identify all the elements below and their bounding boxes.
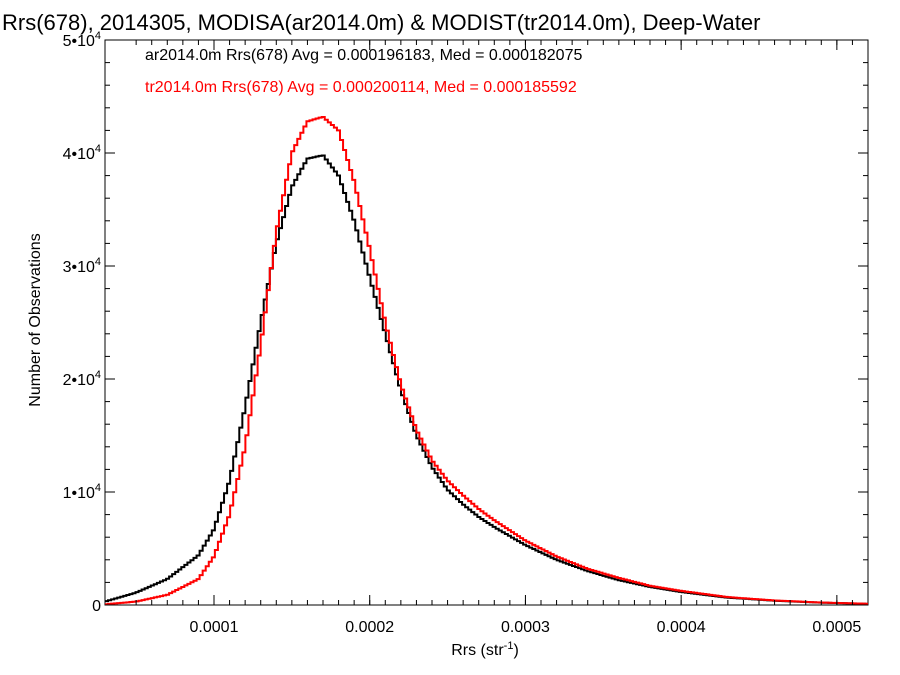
plot-frame xyxy=(104,39,869,606)
y-tick-label: 0 xyxy=(92,598,101,615)
x-tick-label: 0.0003 xyxy=(501,619,550,636)
series-tr2014.0m xyxy=(105,116,868,606)
x-tick-label: 0.0001 xyxy=(190,619,239,636)
series-lines xyxy=(105,116,868,606)
y-tick-label: 2•104 xyxy=(63,369,101,389)
x-axis-label: Rrs (str-1) xyxy=(451,640,519,659)
y-tick-label: 3•104 xyxy=(63,256,101,276)
y-tick-label: 5•104 xyxy=(63,30,101,50)
x-tick-label: 0.0004 xyxy=(657,619,706,636)
series-ar2014.0m xyxy=(105,154,868,605)
chart-title: Rrs(678), 2014305, MODISA(ar2014.0m) & M… xyxy=(2,10,760,35)
x-tick-label: 0.0005 xyxy=(812,619,861,636)
x-axis-ticks: 0.0001 0.0002 0.0003 0.0004 0.0005 xyxy=(135,40,861,636)
x-tick-label: 0.0002 xyxy=(345,619,394,636)
legend-entry-black: ar2014.0m Rrs(678) Avg = 0.000196183, Me… xyxy=(145,47,582,64)
y-tick-label: 4•104 xyxy=(63,143,101,163)
legend-entry-red: tr2014.0m Rrs(678) Avg = 0.000200114, Me… xyxy=(145,79,577,96)
y-tick-label: 1•104 xyxy=(63,482,101,502)
y-axis-label: Number of Observations xyxy=(27,233,44,406)
y-axis-ticks: 0 1•104 2•104 3•104 4•104 5•104 xyxy=(63,30,868,615)
plot-area xyxy=(104,39,869,606)
